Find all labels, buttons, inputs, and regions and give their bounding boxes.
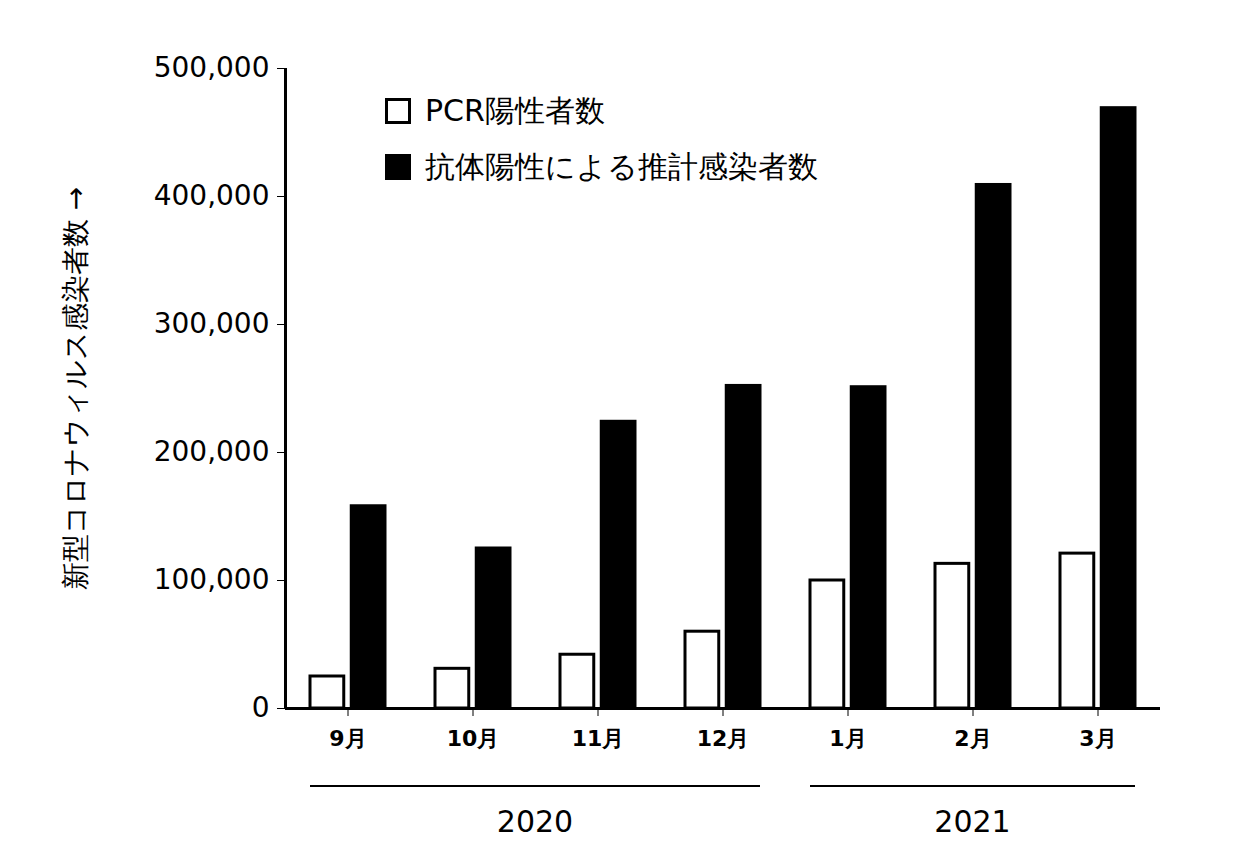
svg-text:0: 0 — [252, 691, 270, 724]
svg-text:400,000: 400,000 — [154, 179, 270, 212]
svg-text:500,000: 500,000 — [154, 51, 270, 84]
svg-text:300,000: 300,000 — [154, 307, 270, 340]
svg-text:2021: 2021 — [934, 804, 1010, 839]
svg-text:10月: 10月 — [447, 726, 500, 751]
svg-text:200,000: 200,000 — [154, 435, 270, 468]
svg-text:12月: 12月 — [697, 726, 750, 751]
svg-text:1月: 1月 — [829, 726, 866, 751]
svg-text:11月: 11月 — [572, 726, 625, 751]
html-text:抗体陽性による推計感染者数: 抗体陽性による推計感染者数 — [425, 149, 818, 184]
svg-text:9月: 9月 — [329, 726, 366, 751]
html-text:PCR陽性者数: PCR陽性者数 — [425, 93, 605, 128]
svg-text:2020: 2020 — [497, 804, 573, 839]
svg-text:2月: 2月 — [954, 726, 991, 751]
svg-text:100,000: 100,000 — [154, 563, 270, 596]
svg-text:3月: 3月 — [1079, 726, 1116, 751]
svg-text:新型コロナウィルス感染者数 →: 新型コロナウィルス感染者数 → — [59, 187, 92, 590]
